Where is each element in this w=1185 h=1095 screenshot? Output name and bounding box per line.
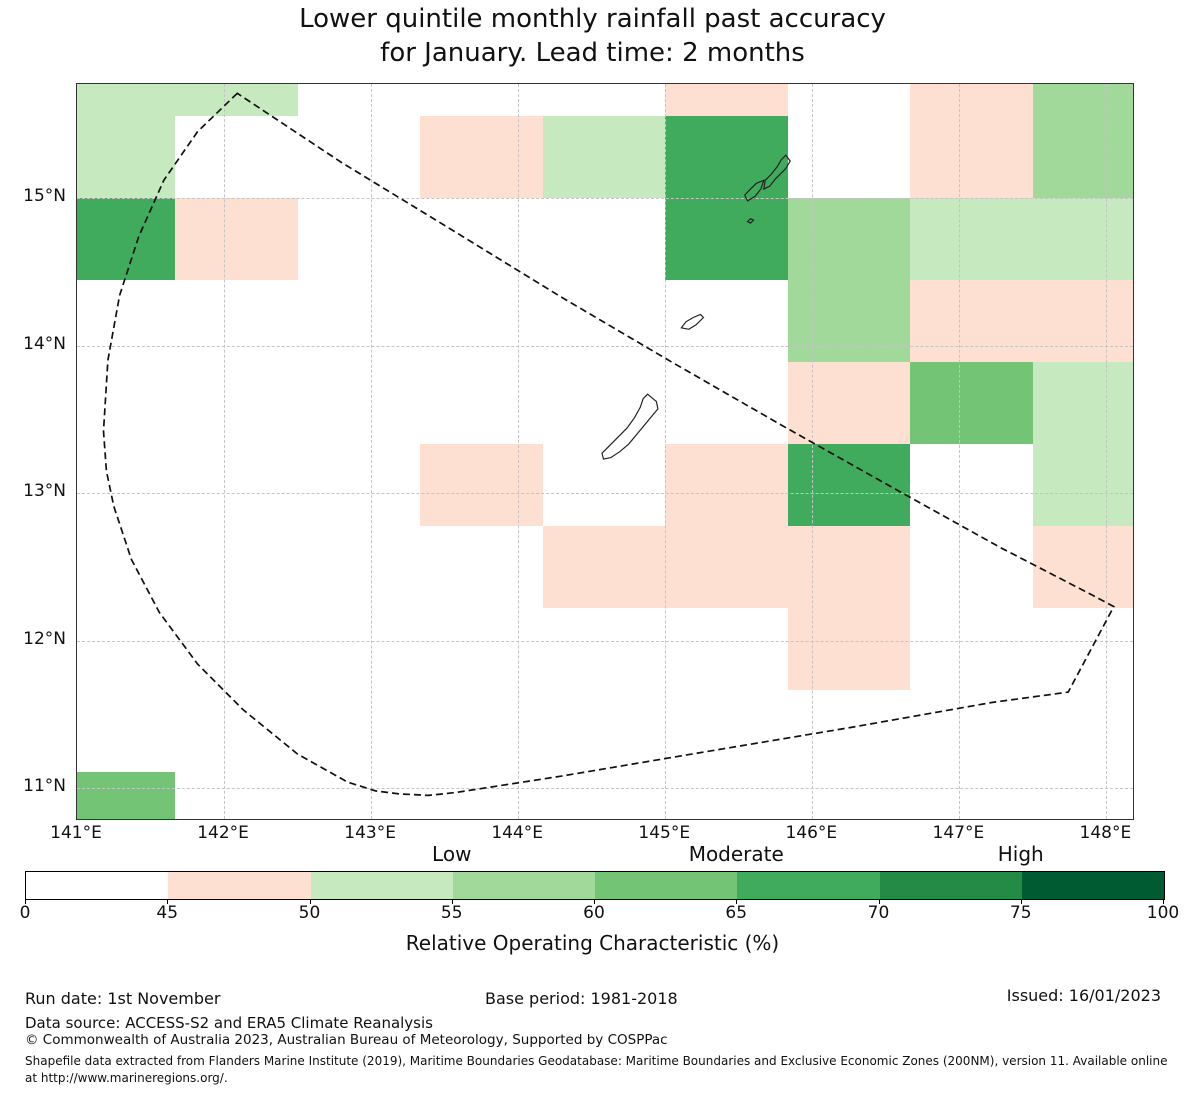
chart-title-line2: for January. Lead time: 2 months bbox=[380, 38, 805, 68]
y-axis-tick-label: 15°N bbox=[23, 186, 66, 206]
x-axis-tick-label: 146°E bbox=[785, 823, 838, 843]
island-outline-aguijan bbox=[746, 217, 755, 224]
grid-cell bbox=[420, 115, 543, 198]
grid-cell bbox=[787, 361, 911, 444]
map-overlay-svg bbox=[102, 92, 1115, 797]
grid-cell bbox=[77, 84, 298, 116]
colorbar-category-label: Low bbox=[432, 842, 472, 866]
grid-cell bbox=[1032, 361, 1133, 526]
grid-cell bbox=[1032, 84, 1133, 198]
grid-cell bbox=[665, 115, 788, 280]
x-axis-tick-label: 145°E bbox=[638, 823, 691, 843]
colorbar-tick-label: 60 bbox=[583, 903, 605, 923]
grid-cell bbox=[787, 443, 911, 526]
footer-run-date: Run date: 1st November bbox=[25, 989, 221, 1008]
footer-issued: Issued: 16/01/2023 bbox=[1006, 986, 1161, 1005]
grid-cell bbox=[665, 443, 788, 608]
y-axis-tick-label: 12°N bbox=[23, 628, 66, 649]
colorbar-tick-mark bbox=[309, 899, 311, 904]
colorbar-tick-mark bbox=[1020, 899, 1022, 904]
x-axis-tick-label: 147°E bbox=[932, 823, 985, 843]
footer-data-source: Data source: ACCESS-S2 and ERA5 Climate … bbox=[25, 1014, 433, 1032]
colorbar-tick-label: 45 bbox=[156, 903, 179, 923]
grid-cell bbox=[77, 771, 176, 819]
grid-cell bbox=[910, 280, 1133, 362]
map-plot-area bbox=[76, 83, 1134, 820]
island-outline-guam bbox=[601, 393, 659, 460]
island-outline-saipan bbox=[763, 154, 791, 191]
grid-cell bbox=[665, 84, 788, 116]
x-axis-tick-label: 148°E bbox=[1079, 823, 1132, 843]
colorbar-tick-mark bbox=[167, 899, 169, 904]
eez-boundary-line bbox=[102, 92, 1115, 797]
chart-title-line1: Lower quintile monthly rainfall past acc… bbox=[299, 4, 886, 34]
colorbar-tick-label: 50 bbox=[298, 903, 321, 923]
colorbar-segment bbox=[1021, 872, 1164, 899]
colorbar-title: Relative Operating Characteristic (%) bbox=[405, 931, 780, 955]
grid-cell bbox=[77, 115, 176, 198]
island-outline-rota bbox=[680, 313, 705, 330]
grid-cell bbox=[542, 115, 666, 198]
footer-shapefile-note-2: at http://www.marineregions.org/. bbox=[25, 1071, 228, 1085]
x-axis-tick-label: 143°E bbox=[344, 823, 396, 843]
y-axis-tick-label: 11°N bbox=[23, 776, 66, 796]
colorbar-tick-label: 0 bbox=[19, 903, 31, 923]
colorbar-tick-label: 55 bbox=[440, 903, 463, 923]
colorbar-tick-mark bbox=[736, 899, 738, 904]
colorbar bbox=[25, 871, 1165, 900]
grid-cell bbox=[1032, 525, 1133, 608]
x-axis-tick-label: 144°E bbox=[491, 823, 544, 843]
footer-base-period: Base period: 1981-2018 bbox=[485, 989, 678, 1008]
colorbar-segment bbox=[737, 872, 880, 899]
footer-shapefile-note-1: Shapefile data extracted from Flanders M… bbox=[25, 1054, 1168, 1068]
chart-title: Lower quintile monthly rainfall past acc… bbox=[0, 2, 1185, 70]
grid-cell bbox=[77, 198, 176, 280]
x-axis-tick-label: 141°E bbox=[50, 823, 102, 843]
colorbar-tick-label: 65 bbox=[725, 903, 748, 923]
grid-cell bbox=[175, 198, 298, 280]
y-axis-tick-label: 14°N bbox=[23, 333, 66, 354]
colorbar-tick-mark bbox=[451, 899, 453, 904]
island-outline-tinian bbox=[743, 179, 765, 202]
colorbar-tick-label: 70 bbox=[867, 903, 890, 923]
grid-cell bbox=[910, 84, 1033, 198]
grid-cell bbox=[787, 198, 911, 362]
footer-copyright: © Commonwealth of Australia 2023, Austra… bbox=[25, 1032, 668, 1048]
colorbar-tick-label: 100 bbox=[1146, 903, 1180, 923]
colorbar-tick-mark bbox=[1163, 899, 1164, 904]
colorbar-tick-mark bbox=[594, 899, 595, 904]
grid-cell bbox=[542, 525, 666, 608]
x-axis-tick-label: 142°E bbox=[197, 823, 249, 843]
grid-cell bbox=[787, 525, 911, 690]
colorbar-segment bbox=[595, 872, 738, 899]
colorbar-segment bbox=[452, 872, 595, 899]
grid-cell bbox=[420, 443, 543, 526]
grid-cell bbox=[910, 198, 1133, 280]
colorbar-segment bbox=[168, 872, 311, 899]
colorbar-segment bbox=[26, 872, 169, 899]
colorbar-segment bbox=[310, 872, 453, 899]
grid-cell bbox=[910, 361, 1033, 444]
colorbar-tick-mark bbox=[878, 899, 880, 904]
colorbar-segment bbox=[879, 872, 1022, 899]
y-axis-tick-label: 13°N bbox=[23, 481, 66, 501]
colorbar-tick-mark bbox=[25, 899, 26, 904]
colorbar-category-label: High bbox=[997, 842, 1044, 866]
colorbar-tick-label: 75 bbox=[1009, 903, 1032, 923]
colorbar-category-label: Moderate bbox=[688, 842, 784, 866]
